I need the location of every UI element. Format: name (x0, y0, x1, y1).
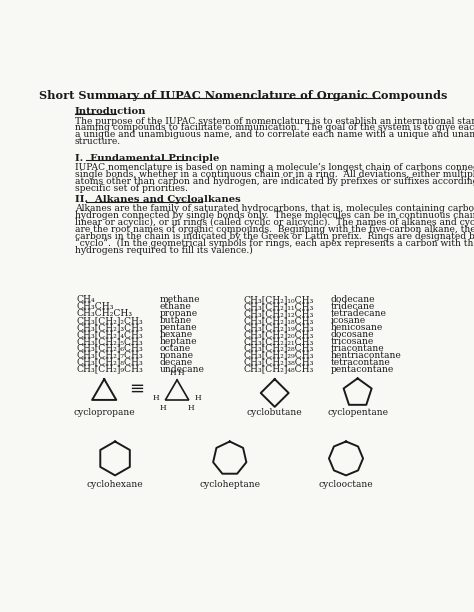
Text: Short Summary of IUPAC Nomenclature of Organic Compounds: Short Summary of IUPAC Nomenclature of O… (39, 91, 447, 102)
Text: atoms other than carbon and hydrogen, are indicated by prefixes or suffixes acco: atoms other than carbon and hydrogen, ar… (75, 177, 474, 185)
Text: cyclopropane: cyclopropane (73, 408, 135, 417)
Text: H: H (178, 369, 184, 377)
Text: dodecane: dodecane (330, 295, 375, 304)
Text: propane: propane (160, 309, 198, 318)
Text: IUPAC nomenclature is based on naming a molecule’s longest chain of carbons conn: IUPAC nomenclature is based on naming a … (75, 163, 474, 172)
Text: pentane: pentane (160, 323, 198, 332)
Text: undecane: undecane (160, 365, 205, 373)
Text: tetracontane: tetracontane (330, 357, 390, 367)
Text: CH₃[CH₂]₂₉CH₃: CH₃[CH₂]₂₉CH₃ (244, 351, 314, 360)
Text: hydrogen connected by single bonds only.  These molecules can be in continuous c: hydrogen connected by single bonds only.… (75, 211, 474, 220)
Text: CH₃[CH₂]₁₁CH₃: CH₃[CH₂]₁₁CH₃ (244, 302, 314, 311)
Text: carbons in the chain is indicated by the Greek or Latin prefix.  Rings are desig: carbons in the chain is indicated by the… (75, 232, 474, 241)
Text: tetradecane: tetradecane (330, 309, 386, 318)
Text: linear or acyclic), or in rings (called cyclic or alicyclic).  The names of alka: linear or acyclic), or in rings (called … (75, 218, 474, 227)
Text: CH₃[CH₂]₁₈CH₃: CH₃[CH₂]₁₈CH₃ (244, 316, 314, 325)
Text: hexane: hexane (160, 330, 193, 339)
Text: CH₃CH₂CH₃: CH₃CH₂CH₃ (76, 309, 132, 318)
Text: a unique and unambiguous name, and to correlate each name with a unique and unam: a unique and unambiguous name, and to co… (75, 130, 474, 140)
Text: Alkanes are the family of saturated hydrocarbons, that is, molecules containing : Alkanes are the family of saturated hydr… (75, 204, 474, 214)
Text: The purpose of the IUPAC system of nomenclature is to establish an international: The purpose of the IUPAC system of nomen… (75, 116, 474, 125)
Text: CH₃[CH₂]₃₈CH₃: CH₃[CH₂]₃₈CH₃ (244, 357, 314, 367)
Text: H: H (188, 404, 194, 412)
Text: CH₃[CH₂]₄CH₃: CH₃[CH₂]₄CH₃ (76, 330, 143, 339)
Text: tricosane: tricosane (330, 337, 374, 346)
Text: hydrogens required to fill its valence.): hydrogens required to fill its valence.) (75, 246, 253, 255)
Text: “cyclo”.  (In the geometrical symbols for rings, each apex represents a carbon w: “cyclo”. (In the geometrical symbols for… (75, 239, 474, 248)
Text: butane: butane (160, 316, 192, 325)
Text: cyclobutane: cyclobutane (247, 408, 302, 417)
Text: CH₃[CH₂]₈CH₃: CH₃[CH₂]₈CH₃ (76, 357, 143, 367)
Text: single bonds, whether in a continuous chain or in a ring.  All deviations, eithe: single bonds, whether in a continuous ch… (75, 170, 474, 179)
Text: CH₃[CH₂]₇CH₃: CH₃[CH₂]₇CH₃ (76, 351, 143, 360)
Text: tridecane: tridecane (330, 302, 375, 311)
Text: henicosane: henicosane (330, 323, 383, 332)
Text: docosane: docosane (330, 330, 374, 339)
Text: CH₃[CH₂]₁₉CH₃: CH₃[CH₂]₁₉CH₃ (244, 323, 314, 332)
Text: hentriacontane: hentriacontane (330, 351, 401, 360)
Text: Introduction: Introduction (75, 107, 146, 116)
Text: CH₃[CH₂]₄₈CH₃: CH₃[CH₂]₄₈CH₃ (244, 365, 314, 373)
Text: CH₃[CH₂]₃CH₃: CH₃[CH₂]₃CH₃ (76, 323, 143, 332)
Text: icosane: icosane (330, 316, 365, 325)
Text: heptane: heptane (160, 337, 198, 346)
Text: H: H (170, 369, 176, 377)
Text: nonane: nonane (160, 351, 194, 360)
Text: II.  Alkanes and Cycloalkanes: II. Alkanes and Cycloalkanes (75, 195, 240, 204)
Text: octane: octane (160, 344, 191, 353)
Text: CH₃[CH₂]₁₀CH₃: CH₃[CH₂]₁₀CH₃ (244, 295, 314, 304)
Text: H: H (195, 394, 201, 402)
Text: CH₃[CH₂]₅CH₃: CH₃[CH₂]₅CH₃ (76, 337, 143, 346)
Text: decane: decane (160, 357, 193, 367)
Text: naming compounds to facilitate communication.  The goal of the system is to give: naming compounds to facilitate communica… (75, 124, 474, 132)
Text: CH₃[CH₂]₂₁CH₃: CH₃[CH₂]₂₁CH₃ (244, 337, 314, 346)
Text: specific set of priorities.: specific set of priorities. (75, 184, 188, 193)
Text: cyclopentane: cyclopentane (327, 408, 388, 417)
Text: cyclooctane: cyclooctane (319, 480, 374, 489)
Text: are the root names of organic compounds.  Beginning with the five-carbon alkane,: are the root names of organic compounds.… (75, 225, 474, 234)
Text: H: H (153, 394, 159, 402)
Text: CH₃[CH₂]₂₀CH₃: CH₃[CH₂]₂₀CH₃ (244, 330, 314, 339)
Text: pentacontane: pentacontane (330, 365, 394, 373)
Text: CH₃[CH₂]₉CH₃: CH₃[CH₂]₉CH₃ (76, 365, 143, 373)
Text: CH₃[CH₂]₂CH₃: CH₃[CH₂]₂CH₃ (76, 316, 143, 325)
Text: methane: methane (160, 295, 201, 304)
Text: triacontane: triacontane (330, 344, 384, 353)
Text: ethane: ethane (160, 302, 192, 311)
Text: cyclohexane: cyclohexane (87, 480, 143, 489)
Text: H: H (160, 404, 167, 412)
Text: CH₃[CH₂]₂₈CH₃: CH₃[CH₂]₂₈CH₃ (244, 344, 314, 353)
Text: CH₃[CH₂]₆CH₃: CH₃[CH₂]₆CH₃ (76, 344, 143, 353)
Text: cycloheptane: cycloheptane (199, 480, 260, 489)
Text: I.  Fundamental Principle: I. Fundamental Principle (75, 154, 219, 163)
Text: CH₃CH₃: CH₃CH₃ (76, 302, 114, 311)
Text: CH₄: CH₄ (76, 295, 95, 304)
Text: CH₃[CH₂]₁₂CH₃: CH₃[CH₂]₁₂CH₃ (244, 309, 314, 318)
Text: structure.: structure. (75, 137, 121, 146)
Text: ≡: ≡ (129, 380, 144, 398)
